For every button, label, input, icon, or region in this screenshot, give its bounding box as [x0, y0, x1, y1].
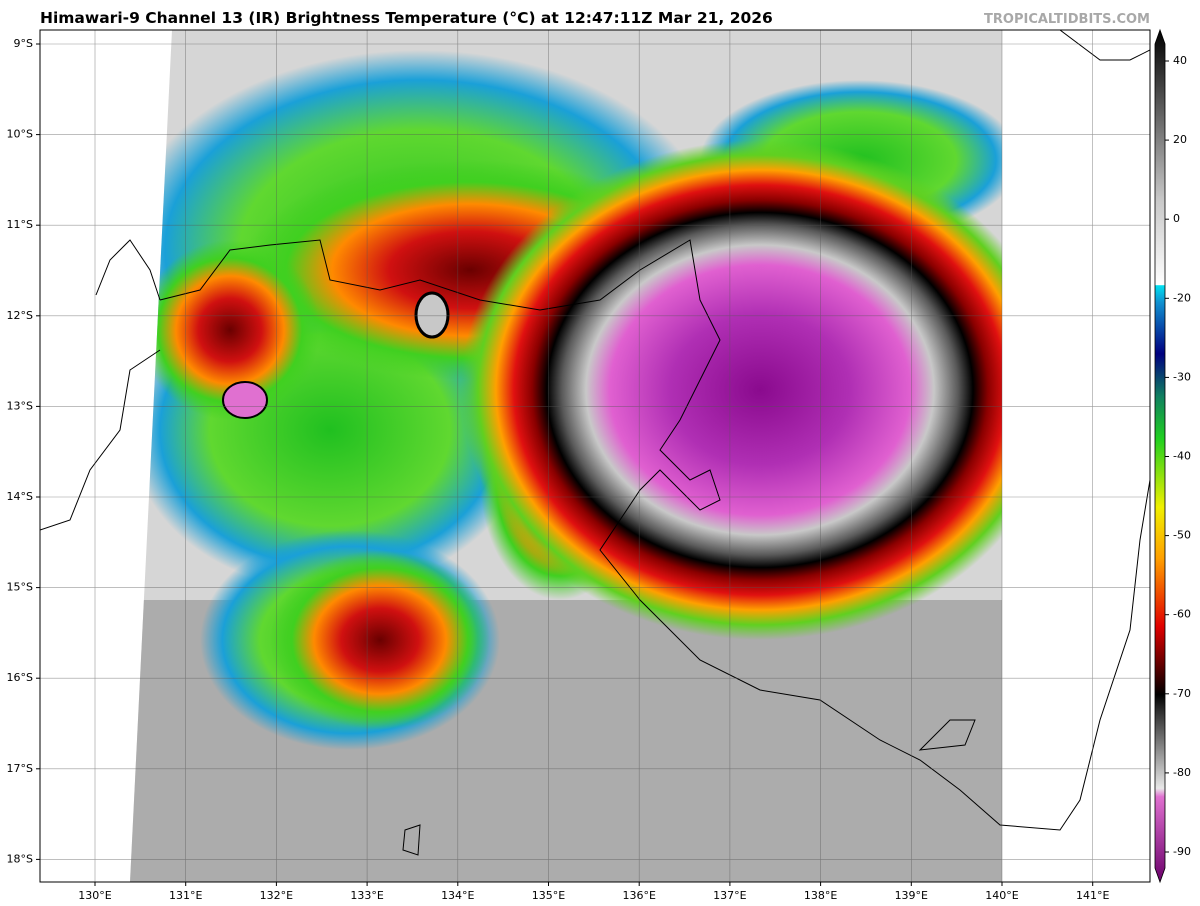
axis-labels: 130°E 131°E 132°E 133°E 134°E 135°E 136°E 137°E… — [7, 37, 1110, 902]
colorbar-label: -60 — [1173, 608, 1191, 621]
colorbar-label: 40 — [1173, 54, 1187, 67]
colorbar-label: -70 — [1173, 687, 1191, 700]
lat-label: 10°S — [7, 128, 33, 141]
coastlines — [40, 30, 1150, 856]
lon-label: 138°E — [804, 889, 837, 902]
lon-label: 134°E — [441, 889, 474, 902]
graticule — [40, 30, 1150, 882]
lon-label: 137°E — [713, 889, 746, 902]
lat-label: 12°S — [7, 309, 33, 322]
lon-label: 135°E — [532, 889, 565, 902]
colorbar-label: -80 — [1173, 766, 1191, 779]
colorbar-label: -40 — [1173, 450, 1191, 463]
colorbar-label: 0 — [1173, 212, 1180, 225]
colorbar-label: -30 — [1173, 370, 1191, 383]
ir-imagery — [130, 30, 1002, 882]
lat-label: 16°S — [7, 671, 33, 684]
lat-label: 9°S — [14, 37, 33, 50]
lat-label: 15°S — [7, 581, 33, 594]
colorbar — [1154, 28, 1166, 884]
watermark: TROPICALTIDBITS.COM — [984, 12, 1150, 27]
lon-label: 132°E — [260, 889, 293, 902]
lon-label: 136°E — [622, 889, 655, 902]
lat-label: 13°S — [7, 399, 33, 412]
map-frame — [39, 29, 1151, 883]
lon-label: 133°E — [350, 889, 383, 902]
colorbar-ticks: 40 20 0 -20 -30 -40 -50 -60 -70 -80 -90 — [1165, 54, 1191, 858]
lon-label: 130°E — [78, 889, 111, 902]
lat-label: 17°S — [7, 762, 33, 775]
map — [40, 30, 1150, 882]
colorbar-label: 20 — [1173, 133, 1187, 146]
lon-label: 131°E — [169, 889, 202, 902]
lon-label: 139°E — [895, 889, 928, 902]
lat-label: 11°S — [7, 218, 33, 231]
lon-label: 140°E — [985, 889, 1018, 902]
colorbar-label: -20 — [1173, 291, 1191, 304]
title: Himawari-9 Channel 13 (IR) Brightness Te… — [40, 9, 773, 27]
colorbar-label: -50 — [1173, 529, 1191, 542]
lat-label: 14°S — [7, 490, 33, 503]
lat-label: 18°S — [7, 852, 33, 865]
lon-label: 141°E — [1076, 889, 1109, 902]
colorbar-label: -90 — [1173, 845, 1191, 858]
